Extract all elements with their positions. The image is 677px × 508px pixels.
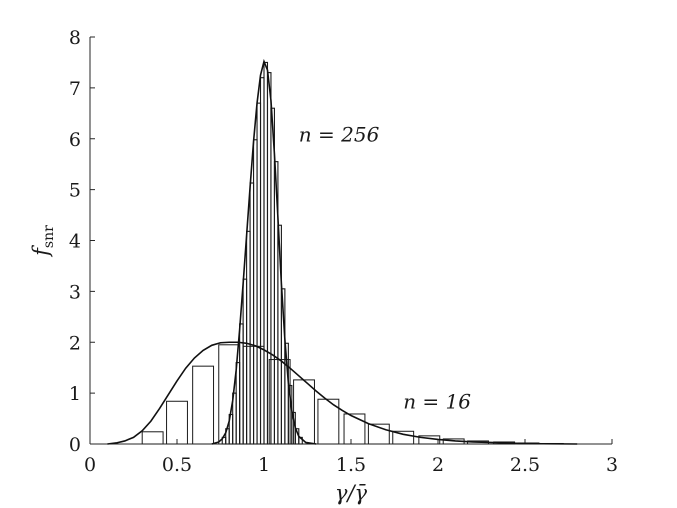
histogram-bar xyxy=(141,431,164,445)
series-annotation: n = 256 xyxy=(299,122,380,146)
density-curve-n16 xyxy=(107,341,578,445)
y-tick-label: 7 xyxy=(69,78,81,100)
series-annotation: n = 16 xyxy=(403,389,471,413)
histogram-bar xyxy=(192,365,215,445)
y-axis: 0 1 2 3 4 5 6 7 8 xyxy=(69,27,95,456)
histogram-bar xyxy=(367,423,390,445)
density-curves xyxy=(107,58,578,445)
histogram-bar xyxy=(293,379,315,445)
x-axis-label: γ/γ̄ xyxy=(335,481,368,505)
y-tick-label: 4 xyxy=(69,231,81,253)
y-tick-label: 3 xyxy=(69,281,81,303)
x-axis: 0 0.5 1 1.5 2 2.5 3 xyxy=(84,439,618,476)
x-tick-label: 3 xyxy=(606,454,618,476)
density-curve-n256 xyxy=(211,58,317,445)
series-n256-bars xyxy=(221,61,303,445)
histogram-bar xyxy=(166,400,188,445)
y-tick-label: 1 xyxy=(69,383,81,405)
y-axis-label-subscript: snr xyxy=(41,225,57,248)
x-tick-label: 0 xyxy=(84,454,96,476)
y-axis-label-main: f xyxy=(29,245,53,258)
series-n16-bars xyxy=(141,344,564,445)
y-tick-label: 5 xyxy=(69,180,81,202)
histogram-bar xyxy=(317,398,340,445)
y-tick-label: 0 xyxy=(69,434,81,456)
chart-labels: n = 256 n = 16 γ/γ̄ fsnr xyxy=(29,122,471,505)
x-tick-label: 1.5 xyxy=(336,454,366,476)
x-tick-label: 1 xyxy=(258,454,270,476)
x-tick-label: 2.5 xyxy=(510,454,540,476)
x-tick-label: 2 xyxy=(432,454,444,476)
x-tick-label: 0.5 xyxy=(162,454,192,476)
histogram-bar xyxy=(392,430,415,445)
y-axis-label: fsnr xyxy=(29,225,57,258)
y-tick-label: 8 xyxy=(69,27,81,49)
histogram-bar xyxy=(343,413,366,445)
y-tick-label: 2 xyxy=(69,332,81,354)
y-tick-label: 6 xyxy=(69,129,81,151)
histogram-bars xyxy=(141,61,564,445)
